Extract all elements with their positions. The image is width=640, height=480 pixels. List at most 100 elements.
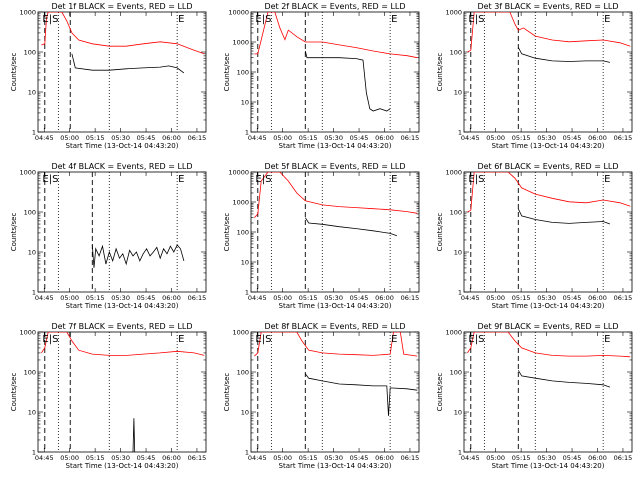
chart-panel-4: Det 4f BLACK = Events, RED = LLD 04:45 05:… xyxy=(10,162,207,310)
y-tick-label: 1000 xyxy=(19,169,36,177)
lld-series-line xyxy=(467,12,631,53)
lld-series-line xyxy=(254,12,418,59)
x-tick-label: 05:45 xyxy=(563,294,582,302)
y-axis-label: Counts/sec xyxy=(10,213,18,252)
x-tick-label: 05:00 xyxy=(60,134,79,142)
plot-frame xyxy=(250,171,420,293)
x-tick-label: 05:00 xyxy=(273,454,292,462)
y-axis-label: Counts/sec xyxy=(436,373,444,412)
y-tick-label: 1 xyxy=(32,449,36,457)
y-tick-label: 1 xyxy=(245,289,249,297)
marker-label: E xyxy=(391,14,397,25)
chart-panel-1: Det 1f BLACK = Events, RED = LLD 04:45 05:… xyxy=(10,2,207,150)
y-tick-label: 100 xyxy=(24,49,36,57)
y-tick-label: 100 xyxy=(450,369,462,377)
x-tick-label: 06:00 xyxy=(588,294,607,302)
events-series-line xyxy=(517,47,610,63)
plot-frame xyxy=(463,11,633,133)
y-axis-label: Counts/sec xyxy=(436,53,444,92)
x-tick-label: 05:15 xyxy=(512,454,531,462)
y-tick-label: 10 xyxy=(241,259,249,267)
chart-title: Det 9f BLACK = Events, RED = LLD xyxy=(477,322,618,331)
y-tick-label: 10 xyxy=(28,249,36,257)
x-tick-label: 04:45 xyxy=(461,294,480,302)
marker-label: E xyxy=(178,334,184,345)
y-tick-label: 100 xyxy=(24,209,36,217)
x-axis-label: Start Time (13-Oct-14 04:43:20) xyxy=(279,462,392,470)
chart-title: Det 7f BLACK = Events, RED = LLD xyxy=(51,322,192,331)
chart-panel-7: Det 7f BLACK = Events, RED = LLD 04:45 05:… xyxy=(10,322,207,470)
x-tick-label: 06:15 xyxy=(614,454,633,462)
plot-frame xyxy=(37,11,207,133)
x-tick-label: 04:45 xyxy=(248,294,267,302)
y-tick-label: 100 xyxy=(237,229,249,237)
y-axis-label: Counts/sec xyxy=(436,213,444,252)
x-tick-label: 05:30 xyxy=(537,134,556,142)
x-tick-label: 05:00 xyxy=(60,454,79,462)
chart-panel-9: Det 9f BLACK = Events, RED = LLD 04:45 05:… xyxy=(436,322,633,470)
x-tick-label: 04:45 xyxy=(461,454,480,462)
x-axis-label: Start Time (13-Oct-14 04:43:20) xyxy=(279,142,392,150)
x-tick-label: 06:15 xyxy=(188,294,207,302)
y-tick-label: 1 xyxy=(245,449,249,457)
x-tick-label: 06:00 xyxy=(162,294,181,302)
y-axis-label: Counts/sec xyxy=(10,53,18,92)
x-tick-label: 05:00 xyxy=(273,294,292,302)
marker-label: E|S xyxy=(468,334,484,345)
y-tick-label: 10 xyxy=(454,409,462,417)
y-tick-label: 10000 xyxy=(228,9,249,17)
y-tick-label: 10 xyxy=(28,409,36,417)
y-tick-label: 1 xyxy=(32,289,36,297)
marker-label: E|S xyxy=(468,14,484,25)
x-tick-label: 05:45 xyxy=(350,134,369,142)
marker-label: E xyxy=(391,174,397,185)
marker-label: E xyxy=(391,334,397,345)
marker-label: E xyxy=(178,174,184,185)
x-tick-label: 05:00 xyxy=(273,134,292,142)
y-tick-label: 10 xyxy=(241,99,249,107)
events-series-line xyxy=(71,53,185,74)
x-tick-label: 05:45 xyxy=(137,454,156,462)
x-tick-label: 04:45 xyxy=(248,454,267,462)
chart-title: Det 2f BLACK = Events, RED = LLD xyxy=(264,2,405,11)
plot-frame xyxy=(250,11,420,133)
x-tick-label: 05:30 xyxy=(324,454,343,462)
y-tick-label: 1 xyxy=(458,289,462,297)
x-tick-label: 05:45 xyxy=(563,134,582,142)
marker-label: E xyxy=(604,174,610,185)
chart-panel-3: Det 3f BLACK = Events, RED = LLD 04:45 05:… xyxy=(436,2,633,150)
plot-frame xyxy=(37,171,207,293)
x-tick-label: 06:00 xyxy=(162,134,181,142)
x-tick-label: 06:00 xyxy=(588,134,607,142)
x-tick-label: 05:30 xyxy=(111,294,130,302)
x-tick-label: 04:45 xyxy=(35,454,54,462)
marker-label: E|S xyxy=(468,174,484,185)
marker-label: E|S xyxy=(255,14,271,25)
y-tick-label: 100 xyxy=(450,209,462,217)
x-tick-label: 05:00 xyxy=(486,134,505,142)
plot-frame xyxy=(37,331,207,453)
x-tick-label: 05:30 xyxy=(111,454,130,462)
events-series-line xyxy=(517,208,611,225)
chart-panel-6: Det 6f BLACK = Events, RED = LLD 04:45 05:… xyxy=(436,162,633,310)
chart-title: Det 6f BLACK = Events, RED = LLD xyxy=(477,162,618,171)
chart-title: Det 4f BLACK = Events, RED = LLD xyxy=(51,162,192,171)
marker-label: E|S xyxy=(42,174,58,185)
marker-label: E xyxy=(604,334,610,345)
x-axis-label: Start Time (13-Oct-14 04:43:20) xyxy=(66,302,179,310)
x-tick-label: 05:15 xyxy=(299,134,318,142)
x-tick-label: 05:00 xyxy=(60,294,79,302)
plot-frame xyxy=(463,331,633,453)
y-tick-label: 1000 xyxy=(232,39,249,47)
y-tick-label: 1000 xyxy=(232,329,249,337)
x-tick-label: 06:15 xyxy=(614,294,633,302)
x-tick-label: 05:15 xyxy=(86,134,105,142)
events-series-line xyxy=(132,418,136,452)
x-tick-label: 06:00 xyxy=(588,454,607,462)
x-tick-label: 05:00 xyxy=(486,294,505,302)
marker-label: E|S xyxy=(42,14,58,25)
y-axis-label: Counts/sec xyxy=(10,373,18,412)
y-axis-label: Counts/sec xyxy=(223,213,231,252)
y-tick-label: 1000 xyxy=(19,329,36,337)
